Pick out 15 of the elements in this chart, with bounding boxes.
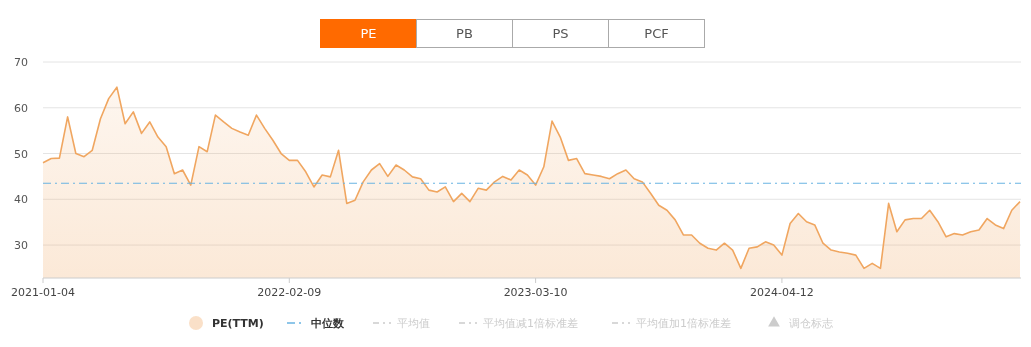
x-tick-label: 2021-01-04 [11,286,75,299]
x-tick-label: 2022-02-09 [257,286,322,299]
y-tick-label: 40 [14,193,28,207]
y-tick-label: 60 [14,101,28,115]
text: PB [456,26,473,41]
y-tick-label: 70 [14,56,28,69]
x-tick-label: 2023-03-10 [503,286,568,299]
y-tick-label: 50 [14,147,28,161]
text: PCF [644,26,669,41]
text: PS [552,26,569,41]
y-tick-label: 30 [14,239,28,253]
x-tick-label: 2024-04-12 [749,286,814,299]
legend-label: 中位数 [311,317,345,330]
text: PE [360,26,377,41]
legend-label: PE(TTM) [212,317,264,330]
